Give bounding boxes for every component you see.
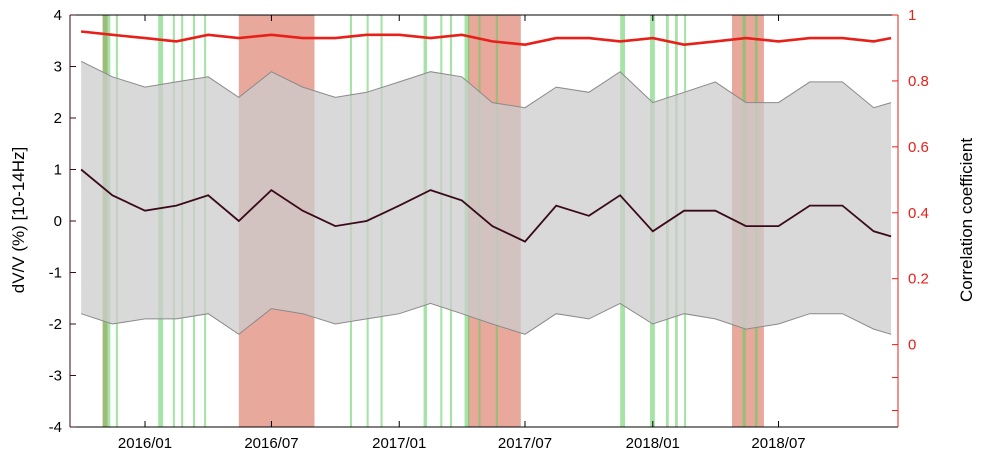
y-tick-label-left: 4: [54, 7, 62, 24]
dvv-band-upper-edge: [80, 60, 892, 109]
x-tick-label: 2017/07: [498, 435, 552, 452]
x-tick-label: 2017/01: [372, 435, 426, 452]
y-tick-label-left: -4: [49, 419, 62, 436]
y-tick-label-right: 1: [908, 7, 916, 24]
y-tick-label-left: 3: [54, 59, 62, 76]
x-tick-label: 2018/01: [626, 435, 680, 452]
y-axis-label-left: dV/V (%) [10-14Hz]: [9, 147, 28, 293]
y-tick-label-left: 2: [54, 110, 62, 127]
y-tick-label-left: 1: [54, 162, 62, 179]
axes: 2016/01 2016/07 2017/01 2017/07 2018/01 2018/…: [49, 7, 929, 452]
dvv-band-area: [81, 61, 892, 335]
x-tick-label: 2016/01: [118, 435, 172, 452]
y-tick-label-left: -2: [49, 316, 62, 333]
y-tick-label-right: 0.8: [908, 73, 929, 90]
y-tick-label-right: 0.6: [908, 139, 929, 156]
y-tick-label-right: 0.2: [908, 271, 929, 288]
y-tick-label-left: 0: [54, 213, 62, 230]
data-lines: [80, 30, 892, 243]
y-tick-label-left: -3: [49, 368, 62, 385]
y-tick-label-left: -1: [49, 265, 62, 282]
correlation-line: [80, 30, 892, 47]
dvv-band-lower-edge: [80, 302, 892, 335]
x-tick-label: 2018/07: [751, 435, 805, 452]
x-tick-label: 2016/07: [244, 435, 298, 452]
dvv-line: [80, 168, 892, 243]
y-axis-label-right: Correlation coefficient: [957, 138, 976, 302]
dvv-uncertainty-band: [80, 60, 892, 335]
y-tick-label-right: 0: [908, 337, 916, 354]
y-tick-label-right: 0.4: [908, 205, 929, 222]
